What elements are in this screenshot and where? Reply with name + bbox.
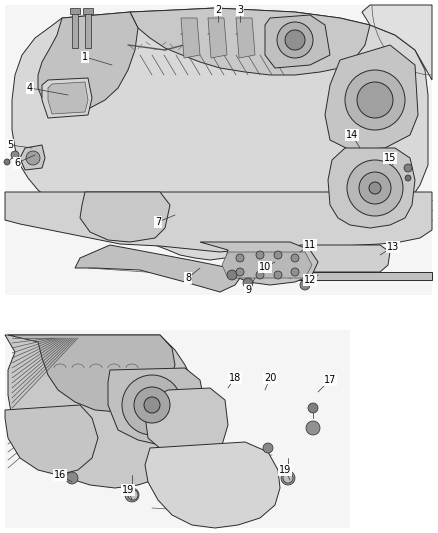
Circle shape — [243, 278, 253, 288]
Polygon shape — [130, 8, 370, 75]
Text: 17: 17 — [324, 375, 336, 385]
Polygon shape — [38, 12, 138, 112]
Text: 18: 18 — [229, 373, 241, 383]
Text: 16: 16 — [54, 470, 66, 480]
Polygon shape — [42, 78, 92, 118]
Circle shape — [300, 280, 310, 290]
Polygon shape — [8, 335, 175, 412]
Polygon shape — [236, 18, 255, 58]
Circle shape — [128, 490, 138, 500]
Circle shape — [122, 375, 182, 435]
Circle shape — [285, 30, 305, 50]
Polygon shape — [145, 442, 280, 528]
Text: 20: 20 — [264, 373, 276, 383]
Circle shape — [345, 70, 405, 130]
Circle shape — [274, 251, 282, 259]
Circle shape — [277, 22, 313, 58]
Circle shape — [256, 251, 264, 259]
Circle shape — [369, 182, 381, 194]
Circle shape — [283, 473, 293, 483]
Circle shape — [291, 268, 299, 276]
Circle shape — [227, 270, 237, 280]
Text: 11: 11 — [304, 240, 316, 250]
Circle shape — [26, 151, 40, 165]
Polygon shape — [5, 192, 432, 252]
Text: 4: 4 — [27, 83, 33, 93]
Text: 15: 15 — [384, 153, 396, 163]
Polygon shape — [208, 18, 227, 58]
Text: 9: 9 — [245, 285, 251, 295]
Circle shape — [134, 387, 170, 423]
Circle shape — [274, 271, 282, 279]
Polygon shape — [325, 45, 418, 150]
Text: 19: 19 — [122, 485, 134, 495]
Text: 12: 12 — [304, 275, 316, 285]
Polygon shape — [5, 335, 200, 488]
Circle shape — [404, 164, 412, 172]
Polygon shape — [85, 10, 91, 48]
Polygon shape — [108, 368, 205, 445]
Circle shape — [263, 443, 273, 453]
Circle shape — [308, 403, 318, 413]
Circle shape — [66, 472, 78, 484]
Polygon shape — [12, 8, 428, 260]
Polygon shape — [200, 242, 318, 285]
Polygon shape — [292, 245, 390, 272]
Circle shape — [4, 159, 10, 165]
Circle shape — [125, 488, 139, 502]
Circle shape — [236, 254, 244, 262]
Text: 10: 10 — [259, 262, 271, 272]
Polygon shape — [5, 405, 98, 475]
Polygon shape — [328, 148, 415, 228]
Polygon shape — [72, 10, 78, 48]
Circle shape — [357, 82, 393, 118]
Text: 5: 5 — [7, 140, 13, 150]
Polygon shape — [145, 388, 228, 455]
Circle shape — [306, 421, 320, 435]
Polygon shape — [181, 18, 200, 58]
Circle shape — [359, 172, 391, 204]
Text: 2: 2 — [215, 5, 221, 15]
Text: 13: 13 — [387, 242, 399, 252]
Polygon shape — [20, 145, 45, 170]
Text: 7: 7 — [155, 217, 161, 227]
Circle shape — [284, 266, 296, 278]
Polygon shape — [70, 8, 80, 14]
Circle shape — [144, 397, 160, 413]
Circle shape — [291, 254, 299, 262]
Circle shape — [256, 271, 264, 279]
Polygon shape — [48, 82, 88, 114]
Circle shape — [405, 175, 411, 181]
Polygon shape — [80, 192, 170, 242]
Polygon shape — [83, 8, 93, 14]
Text: 19: 19 — [279, 465, 291, 475]
Circle shape — [281, 471, 295, 485]
Text: 1: 1 — [82, 52, 88, 62]
Polygon shape — [290, 272, 432, 280]
Text: 6: 6 — [14, 158, 20, 168]
Polygon shape — [5, 5, 432, 295]
Polygon shape — [5, 330, 350, 528]
Polygon shape — [362, 5, 432, 80]
Text: 3: 3 — [237, 5, 243, 15]
Text: 14: 14 — [346, 130, 358, 140]
Polygon shape — [222, 252, 312, 278]
Text: 8: 8 — [185, 273, 191, 283]
Polygon shape — [75, 245, 240, 292]
Circle shape — [236, 268, 244, 276]
Circle shape — [347, 160, 403, 216]
Circle shape — [11, 151, 19, 159]
Polygon shape — [265, 15, 330, 68]
